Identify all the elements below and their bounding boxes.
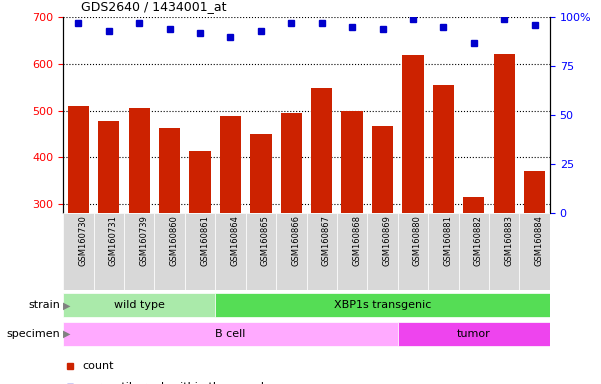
Text: GSM160861: GSM160861 — [200, 215, 209, 266]
Text: GSM160867: GSM160867 — [322, 215, 331, 266]
Text: specimen: specimen — [7, 329, 60, 339]
Bar — [159, 128, 180, 213]
Bar — [189, 151, 211, 213]
Text: count: count — [82, 361, 114, 371]
Bar — [398, 213, 429, 290]
Bar — [367, 213, 398, 290]
Bar — [94, 213, 124, 290]
Bar — [311, 88, 332, 213]
Text: ▶: ▶ — [63, 329, 70, 339]
Bar — [428, 213, 459, 290]
Text: XBP1s transgenic: XBP1s transgenic — [334, 300, 432, 310]
Bar — [250, 134, 272, 213]
Text: GDS2640 / 1434001_at: GDS2640 / 1434001_at — [81, 0, 227, 13]
Bar — [63, 322, 398, 346]
Bar — [129, 108, 150, 213]
Bar — [337, 213, 367, 290]
Text: wild type: wild type — [114, 300, 165, 310]
Text: GSM160868: GSM160868 — [352, 215, 361, 266]
Bar — [220, 116, 241, 213]
Bar — [154, 213, 185, 290]
Text: B cell: B cell — [215, 329, 246, 339]
Bar — [398, 322, 550, 346]
Text: GSM160860: GSM160860 — [169, 215, 178, 266]
Text: percentile rank within the sample: percentile rank within the sample — [82, 382, 270, 384]
Bar — [524, 171, 545, 213]
Bar — [489, 213, 519, 290]
Bar — [433, 85, 454, 213]
Bar — [68, 106, 89, 213]
Bar — [519, 213, 550, 290]
Text: GSM160881: GSM160881 — [444, 215, 453, 266]
Bar — [63, 213, 94, 290]
Bar — [372, 126, 393, 213]
Bar — [215, 293, 550, 317]
Text: GSM160865: GSM160865 — [261, 215, 270, 266]
Bar — [459, 213, 489, 290]
Text: GSM160882: GSM160882 — [474, 215, 483, 266]
Text: GSM160730: GSM160730 — [78, 215, 87, 266]
Text: GSM160884: GSM160884 — [535, 215, 544, 266]
Text: GSM160869: GSM160869 — [383, 215, 392, 266]
Text: strain: strain — [28, 300, 60, 310]
Bar — [63, 293, 215, 317]
Text: GSM160883: GSM160883 — [504, 215, 513, 266]
Bar — [124, 213, 154, 290]
Bar — [402, 55, 424, 213]
Text: GSM160731: GSM160731 — [109, 215, 118, 266]
Text: GSM160739: GSM160739 — [139, 215, 148, 266]
Bar — [185, 213, 215, 290]
Text: GSM160864: GSM160864 — [230, 215, 239, 266]
Bar — [463, 197, 484, 213]
Bar — [493, 54, 515, 213]
Text: ▶: ▶ — [63, 300, 70, 310]
Bar — [281, 113, 302, 213]
Bar — [341, 111, 363, 213]
Bar — [215, 213, 246, 290]
Bar — [307, 213, 337, 290]
Bar — [246, 213, 276, 290]
Bar — [98, 121, 120, 213]
Text: tumor: tumor — [457, 329, 491, 339]
Text: GSM160866: GSM160866 — [291, 215, 300, 266]
Bar — [276, 213, 307, 290]
Text: GSM160880: GSM160880 — [413, 215, 422, 266]
